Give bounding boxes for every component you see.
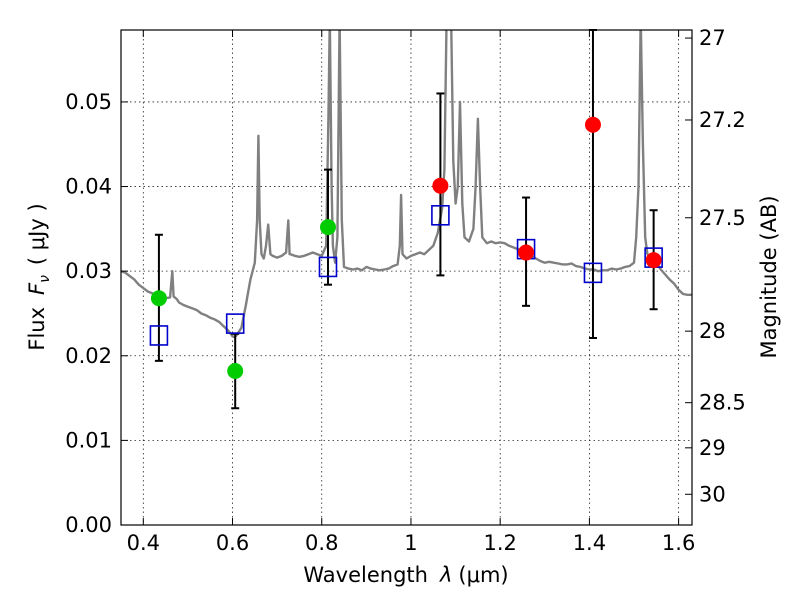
x-tick-label: 0.6 (216, 531, 249, 555)
y-tick-label: 0.03 (65, 259, 112, 283)
green-data-point (150, 290, 167, 307)
y2-tick-label: 28 (699, 319, 726, 343)
grid (121, 30, 692, 526)
model-spectrum (121, 30, 692, 339)
y2-tick-label: 30 (699, 482, 726, 506)
error-bar (588, 29, 597, 339)
green-data-point (319, 219, 336, 236)
x-tick-label: 0.4 (127, 531, 160, 555)
x-tick-label: 1.2 (483, 531, 516, 555)
model-square-marker (225, 313, 245, 334)
plot-frame (120, 29, 693, 526)
red-data-point (432, 177, 449, 194)
red-data-point (584, 116, 601, 133)
y2-tick-label: 29 (699, 436, 726, 460)
y-tick-label: 0.02 (65, 344, 112, 368)
y-tick-label: 0.05 (65, 90, 112, 114)
green-data-point (227, 363, 244, 379)
model-square-marker (583, 262, 603, 284)
x-axis-label: Wavelength λ (μm) (303, 563, 508, 587)
y2-tick-label: 27.2 (699, 108, 746, 132)
tick-labels: 0.4 0.6 0.8 1 1.2 1.4 1.6 0.00 0.01 0.02 0.03 0.04 0… (65, 26, 746, 555)
red-data-point (645, 252, 662, 269)
error-bars (154, 29, 658, 410)
y-tick-label: 0.01 (65, 428, 112, 452)
x-tick-label: 1.6 (662, 531, 695, 555)
y2-tick-label: 27 (699, 26, 726, 50)
y2-tick-label: 28.5 (699, 391, 746, 415)
x-tick-label: 1 (404, 531, 417, 555)
y2-tick-label: 27.5 (699, 206, 746, 230)
axis-ticks (121, 30, 692, 526)
x-tick-label: 1.4 (573, 531, 606, 555)
y-tick-label: 0.00 (65, 513, 112, 537)
observed-photometry-points (150, 116, 662, 379)
model-square-marker (318, 256, 338, 278)
y2-axis-label: Magnitude (AB) (757, 195, 781, 358)
red-data-point (518, 244, 535, 261)
spectrum-line (121, 30, 692, 339)
model-square-marker (149, 325, 169, 346)
y-tick-label: 0.04 (65, 175, 112, 199)
model-square-marker (431, 205, 450, 226)
x-tick-label: 0.8 (305, 531, 338, 555)
y-axis-label: FluxFν( μJy ) (25, 203, 53, 350)
model-photometry-squares (149, 205, 663, 346)
